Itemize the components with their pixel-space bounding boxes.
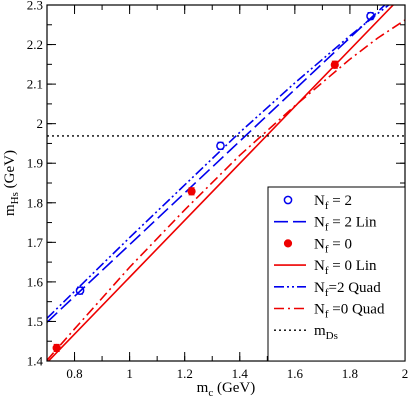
y-tick-label: 2 [37,116,44,131]
y-tick-label: 1.7 [27,235,44,250]
legend-label-m-ds: mDs [314,323,338,342]
legend-marker-n-f-2 [283,195,293,205]
legend-label-n-f-0: Nf = 0 [314,236,352,255]
y-tick-label: 1.8 [27,195,43,210]
x-tick-label: 1.8 [342,366,358,381]
axis-ticks: 0.8 1 1.2 1.4 1.6 1.8 2 1.4 1.5 1.6 1.7 1.8 1.9 2 2.1 2… [27,0,409,381]
y-tick-label: 2.1 [27,77,43,92]
legend-marker-n-f-0 [283,239,293,248]
x-tick-label: 1.2 [177,366,193,381]
legend-label-n-f-0-lin: Nf = 0 Lin [314,258,377,277]
y-tick-label: 2.3 [27,0,43,13]
series-layer [47,5,405,361]
y-axis-label: mHs (GeV) [2,150,21,216]
legend-label-n-f-0-quad: Nf =0 Quad [314,302,385,321]
x-tick-label: 2 [402,366,409,381]
legend-label-n-f-2-lin: Nf = 2 Lin [314,215,377,234]
legend-box [267,186,406,362]
x-tick-label: 0.8 [66,366,82,381]
legend-label-n-f-2: Nf = 2 [314,193,352,212]
series-line-n-f-2-lin [47,5,386,323]
series-line-n-f-0-lin [47,5,395,361]
y-tick-label: 1.4 [27,354,44,369]
data-point-n-f-2 [216,141,225,151]
x-tick-label: 1 [126,366,133,381]
y-tick-label: 2.2 [27,37,43,52]
y-tick-label: 1.9 [27,156,43,171]
x-tick-label: 1.4 [232,366,249,381]
data-point-n-f-0 [187,187,196,196]
legend-label-n-f-2-quad: Nf=2 Quad [314,280,381,299]
y-tick-label: 1.5 [27,314,43,329]
series-line-n-f-0-quad [47,19,405,361]
legend: Nf = 2 Nf = 2 Lin Nf = 0 Nf = 0 Lin Nf=2 Qua… [267,186,406,362]
x-axis-label: mc (GeV) [197,380,256,399]
x-tick-label: 1.6 [287,366,304,381]
series-line-n-f-2-quad [47,5,390,319]
y-tick-label: 1.6 [27,274,44,289]
